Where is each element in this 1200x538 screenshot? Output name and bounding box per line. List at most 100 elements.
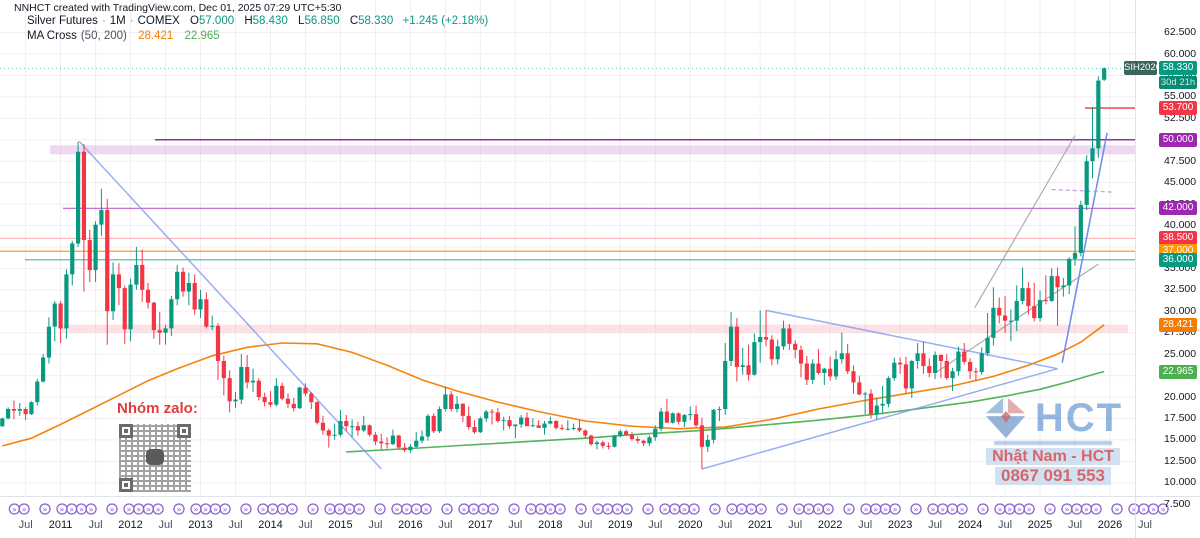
svg-text:»: » — [538, 505, 543, 514]
zalo-qr-code — [119, 424, 191, 492]
svg-text:»: » — [960, 505, 965, 514]
price-tick-label: 40.000 — [1164, 219, 1197, 231]
time-label-jul: Jul — [18, 519, 33, 531]
price-level-badge: 50.000 — [1159, 132, 1197, 147]
contract-rollover-markers[interactable]: » » » » » » » » » » » » » » » » » » » » » » » » » » » » » » » » » » » » » » » »… — [8, 503, 1169, 515]
svg-text:»: » — [893, 505, 898, 514]
svg-text:»: » — [579, 505, 584, 514]
price-level-badge: 42.000 — [1159, 201, 1197, 216]
svg-text:»: » — [357, 505, 362, 514]
svg-text:»: » — [512, 505, 517, 514]
rollover-marker-icon — [1044, 503, 1056, 515]
rollover-marker-icon — [353, 503, 365, 515]
price-tick-label: 15.000 — [1164, 433, 1197, 446]
price-axis[interactable] — [1135, 0, 1200, 538]
rollover-marker-icon — [106, 503, 118, 515]
svg-text:»: » — [759, 505, 764, 514]
contract-badge: SIH2026 — [1124, 61, 1161, 76]
svg-text:»: » — [127, 505, 132, 514]
svg-text:»: » — [337, 505, 342, 514]
svg-text:»: » — [625, 505, 630, 514]
svg-text:»: » — [69, 505, 74, 514]
ma50-value: 28.421 — [138, 30, 174, 42]
svg-text:»: » — [826, 505, 831, 514]
time-label-year: 2012 — [118, 519, 143, 531]
svg-text:»: » — [1141, 505, 1146, 514]
ma-cross-legend[interactable]: MA Cross (50, 200) 28.421 22.965 — [27, 30, 220, 42]
svg-text:»: » — [780, 505, 785, 514]
svg-text:»: » — [89, 505, 94, 514]
rollover-marker-icon — [642, 503, 654, 515]
time-label-jul: Jul — [718, 519, 733, 531]
svg-text:»: » — [950, 505, 955, 514]
change-value: +1.245 (+2.18%) — [402, 15, 489, 27]
svg-text:»: » — [395, 505, 400, 514]
alert-level-lines[interactable] — [0, 107, 1135, 261]
watermark-phone: 0867 091 553 — [995, 467, 1111, 485]
price-tick-label: 47.500 — [1164, 154, 1197, 167]
svg-text:»: » — [43, 505, 48, 514]
svg-text:»: » — [931, 505, 936, 514]
interval-label: 1M — [109, 15, 126, 27]
svg-text:»: » — [290, 505, 295, 514]
svg-text:»: » — [1048, 505, 1053, 514]
time-label-year: 2013 — [188, 519, 213, 531]
svg-text:»: » — [223, 505, 228, 514]
svg-text:»: » — [311, 505, 316, 514]
time-label-jul: Jul — [228, 519, 243, 531]
time-label-year: 2011 — [48, 519, 73, 531]
svg-text:»: » — [816, 505, 821, 514]
svg-text:»: » — [605, 505, 610, 514]
rollover-marker-icon — [219, 503, 231, 515]
svg-text:»: » — [1151, 505, 1156, 514]
svg-text:»: » — [615, 505, 620, 514]
svg-text:»: » — [347, 505, 352, 514]
time-axis[interactable] — [0, 496, 1200, 538]
time-label-year: 2025 — [1027, 519, 1053, 531]
rollover-marker-icon — [621, 503, 633, 515]
svg-text:»: » — [797, 505, 802, 514]
symbol-legend[interactable]: Silver Futures · 1M · COMEX O57.000 H58.430 … — [27, 15, 489, 27]
svg-text:»: » — [280, 505, 285, 514]
rollover-marker-icon — [956, 503, 968, 515]
svg-text:»: » — [873, 505, 878, 514]
close-value: 58.330 — [358, 15, 394, 27]
rollover-marker-icon — [889, 503, 901, 515]
svg-text:»: » — [177, 505, 182, 514]
time-label-year: 2020 — [677, 519, 703, 531]
svg-text:»: » — [12, 505, 17, 514]
open-key: O — [189, 15, 199, 27]
rollover-marker-icon — [240, 503, 252, 515]
svg-text:»: » — [60, 505, 65, 514]
time-label-jul: Jul — [438, 519, 453, 531]
svg-text:»: » — [146, 505, 151, 514]
svg-text:»: » — [596, 505, 601, 514]
svg-text:»: » — [558, 505, 563, 514]
steep-uptrend — [1061, 132, 1108, 363]
svg-text:»: » — [998, 505, 1003, 514]
svg-text:»: » — [79, 505, 84, 514]
svg-text:»: » — [1132, 505, 1137, 514]
price-tick-label: 17.500 — [1164, 411, 1197, 424]
time-label-year: 2026 — [1097, 519, 1123, 531]
time-label-year: 2022 — [817, 519, 843, 531]
svg-text:»: » — [1017, 505, 1022, 514]
svg-text:»: » — [1115, 505, 1120, 514]
price-tick-label: 12.500 — [1164, 454, 1197, 467]
svg-text:»: » — [1065, 505, 1070, 514]
svg-text:»: » — [414, 505, 419, 514]
svg-text:»: » — [940, 505, 945, 514]
svg-text:»: » — [328, 505, 333, 514]
rollover-marker-icon — [709, 503, 721, 515]
svg-text:»: » — [682, 505, 687, 514]
watermark-tagline-bar — [994, 441, 1112, 445]
rollover-marker-icon — [173, 503, 185, 515]
rollover-marker-icon — [1090, 503, 1102, 515]
last-price-badge: 58.330 — [1159, 61, 1197, 76]
svg-text:»: » — [424, 505, 429, 514]
time-label-jul: Jul — [648, 519, 663, 531]
price-tick-label: 62.500 — [1164, 26, 1197, 39]
svg-text:»: » — [203, 505, 208, 514]
svg-text:»: » — [1074, 505, 1079, 514]
